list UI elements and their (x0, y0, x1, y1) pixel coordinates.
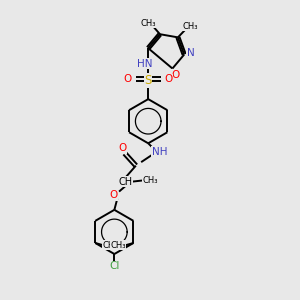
Text: O: O (124, 74, 132, 84)
Text: CH: CH (118, 177, 133, 187)
Text: O: O (172, 70, 180, 80)
Text: N: N (187, 48, 194, 58)
Text: O: O (118, 143, 126, 153)
Text: CH₃: CH₃ (143, 176, 158, 185)
Text: CH₃: CH₃ (140, 19, 156, 28)
Text: CH₃: CH₃ (183, 22, 198, 31)
Text: S: S (145, 74, 152, 87)
Text: NH: NH (152, 146, 167, 157)
Text: CH₃: CH₃ (103, 241, 118, 250)
Text: HN: HN (137, 58, 152, 68)
Text: O: O (164, 74, 173, 84)
Text: O: O (110, 190, 118, 200)
Text: CH₃: CH₃ (110, 241, 126, 250)
Text: Cl: Cl (109, 261, 119, 272)
